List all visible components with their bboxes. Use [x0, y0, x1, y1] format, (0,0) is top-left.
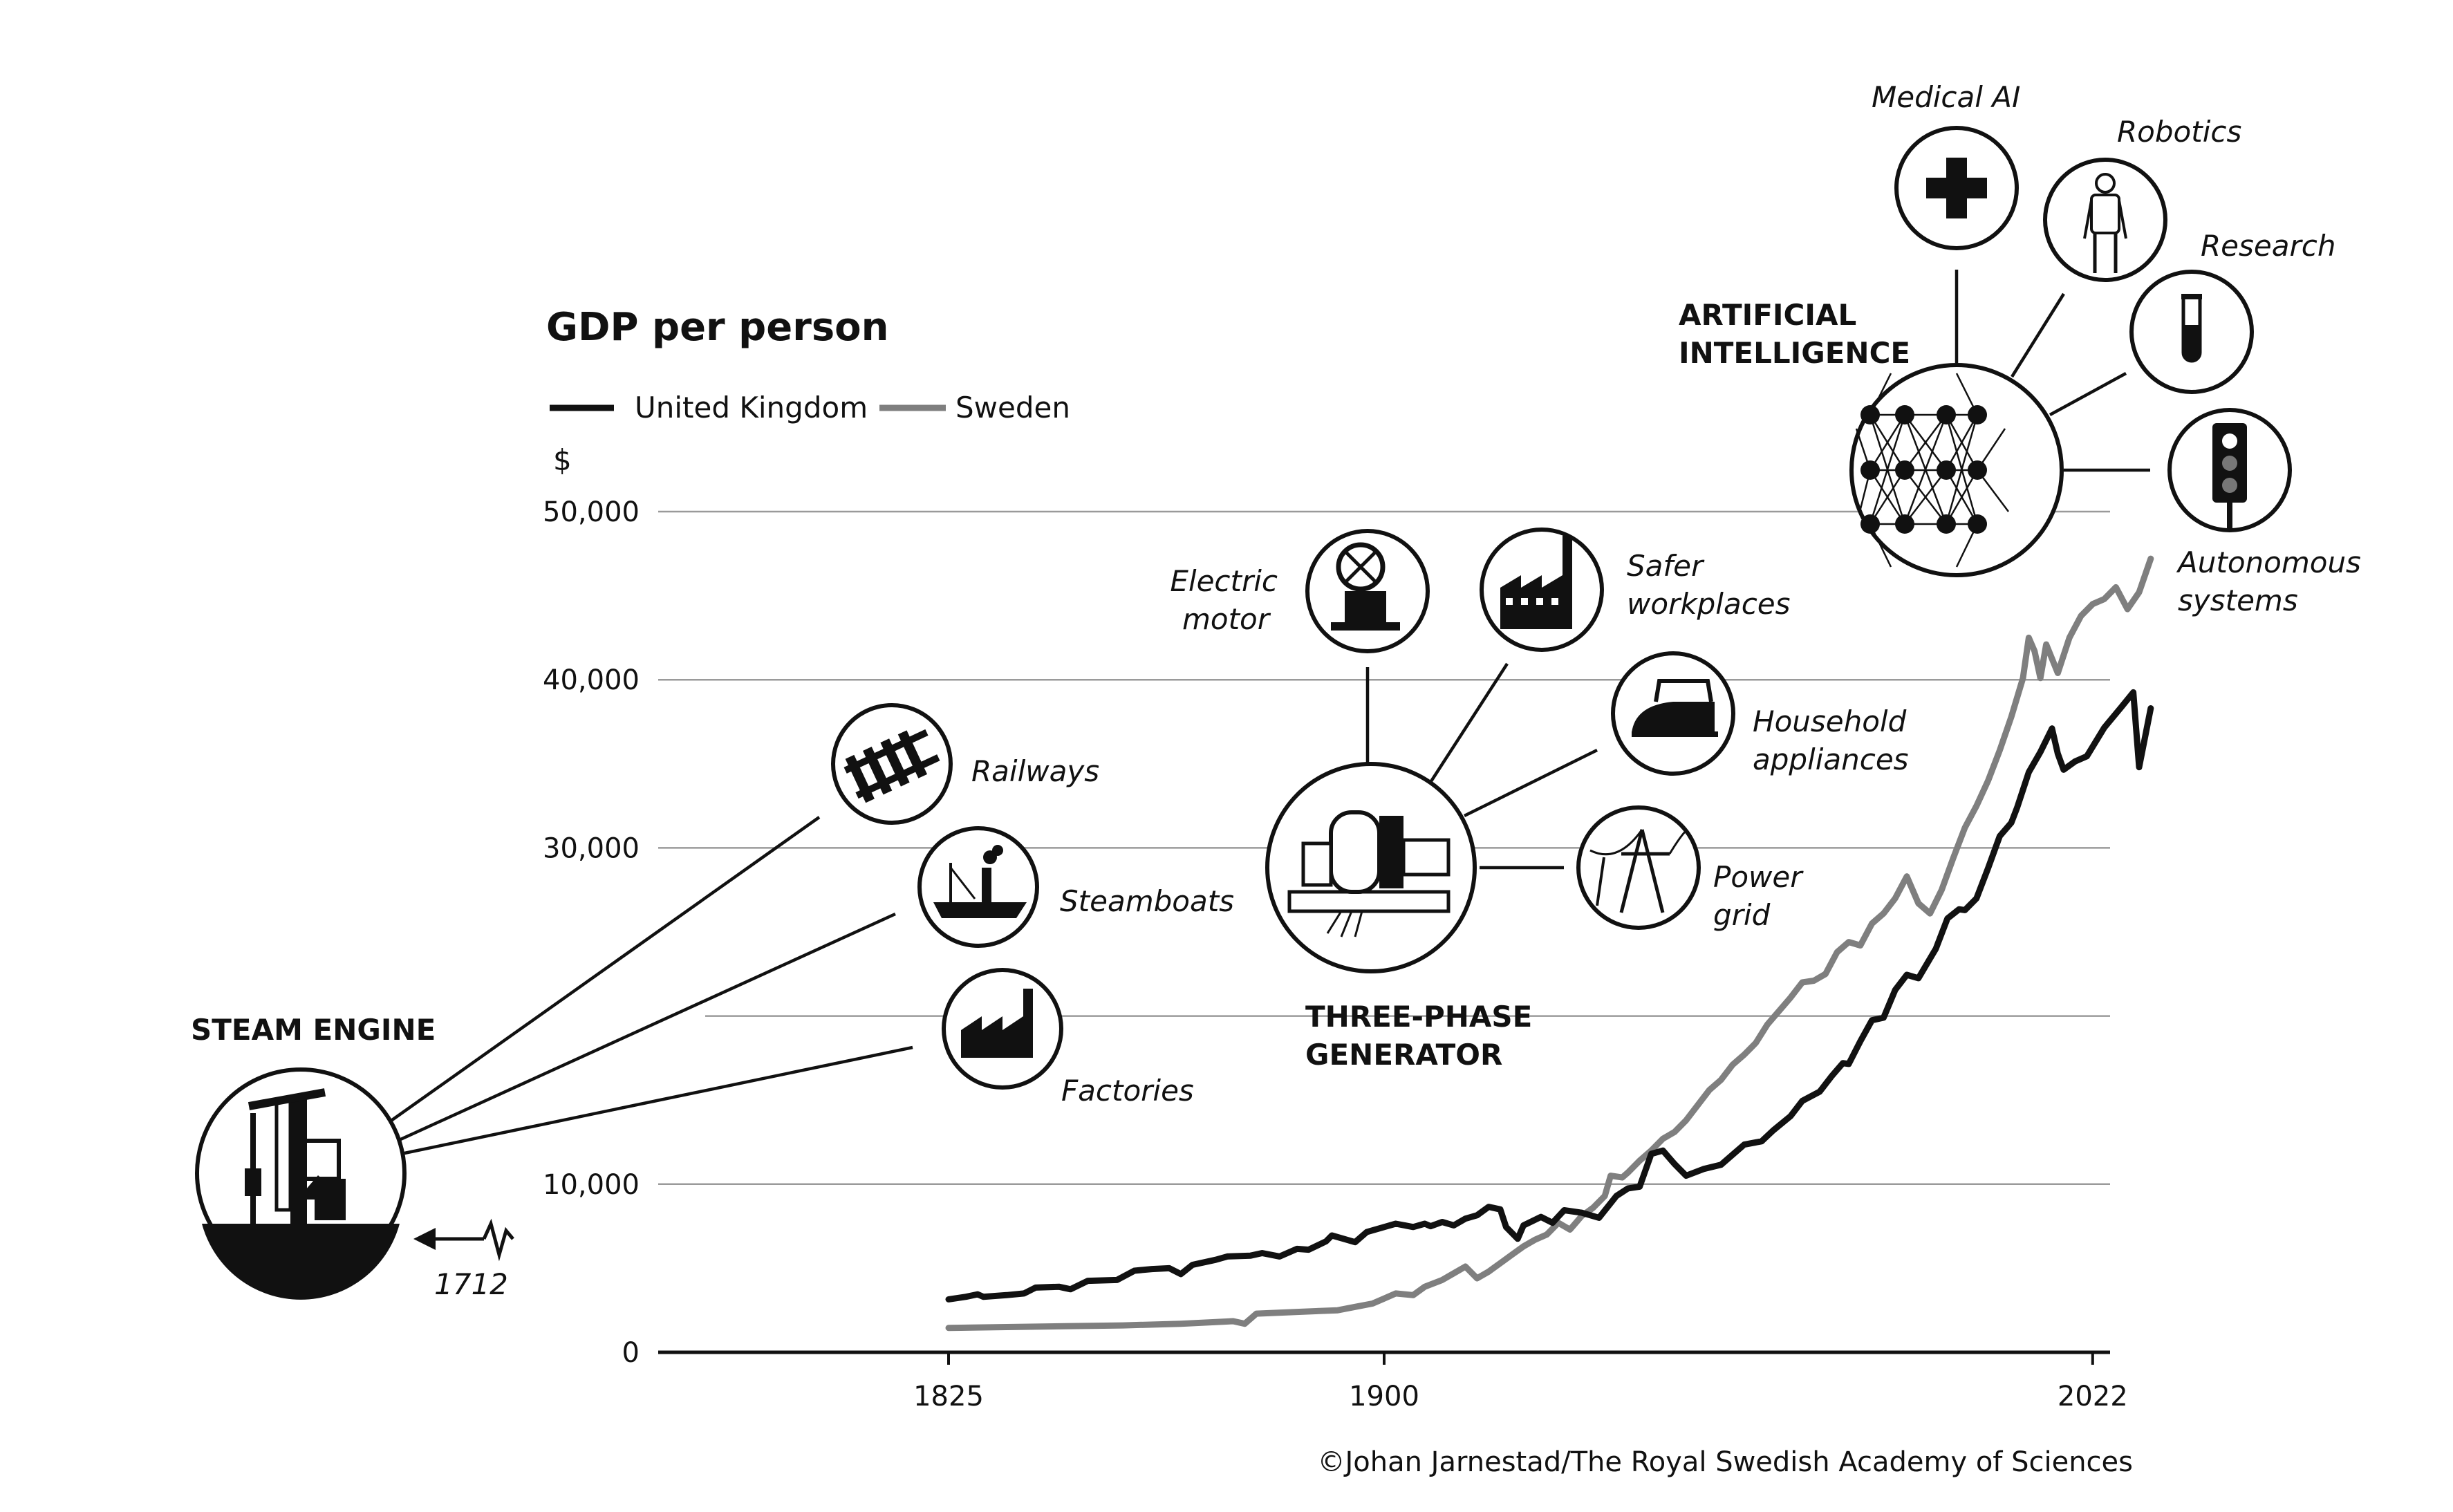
- axes: 0 10,000 30,000 40,000 50,000 1825 1900 2022: [543, 496, 2128, 1412]
- autonomous-systems-label-1: Autonomous: [2176, 545, 2361, 579]
- legend-label-sweden: Sweden: [955, 391, 1070, 424]
- series-line-sweden: [945, 555, 2154, 1332]
- arrow-to-safer-workplaces: [1430, 662, 1509, 783]
- arrow-to-household-appliances: [1464, 748, 1598, 818]
- household-appliances-label-2: appliances: [1753, 743, 1909, 776]
- safer-workplaces-label-2: workplaces: [1627, 587, 1791, 621]
- x-tick-label: 1900: [1349, 1381, 1419, 1412]
- y-tick-label: 0: [622, 1337, 640, 1369]
- power-grid-label-1: Power: [1713, 860, 1804, 894]
- ai-group: ARTIFICIAL INTELLIGENCE Medical AI Robot…: [1679, 80, 2361, 617]
- electric-motor-label-1: Electric: [1170, 564, 1278, 598]
- steam-year-label: 1712: [434, 1267, 508, 1301]
- y-axis-unit: $: [553, 443, 572, 477]
- steamboats-label: Steamboats: [1060, 884, 1234, 918]
- arrow-to-factories: [404, 1045, 913, 1155]
- power-grid-icon: [1589, 828, 1688, 913]
- neural-network-icon: [1855, 373, 2009, 568]
- iron-icon: [1632, 679, 1718, 737]
- steam-engine-label: STEAM ENGINE: [191, 1013, 436, 1047]
- generator-label-line1: THREE-PHASE: [1305, 1000, 1532, 1034]
- medical-cross-icon: [1926, 158, 1987, 218]
- railways-label: Railways: [971, 754, 1099, 788]
- robotics-label: Robotics: [2117, 115, 2241, 149]
- household-appliances-label-1: Household: [1753, 704, 1907, 738]
- x-tick-label: 1825: [913, 1381, 984, 1412]
- medical-ai-label: Medical AI: [1872, 80, 2020, 114]
- steamboat-icon: [933, 845, 1027, 918]
- arrow-to-robotics: [2011, 292, 2065, 378]
- electric-motor-icon: [1331, 542, 1400, 631]
- arrow-to-railways: [386, 816, 821, 1125]
- grid-lines: [658, 510, 2110, 1186]
- series-line-united-kingdom: [945, 689, 2154, 1303]
- safer-workplaces-icon: [1500, 536, 1572, 629]
- y-tick-label: 30,000: [543, 832, 640, 864]
- electric-motor-label-2: motor: [1182, 602, 1271, 636]
- y-tick-label: 50,000: [543, 496, 640, 528]
- safer-workplaces-label-1: Safer: [1627, 549, 1705, 583]
- power-grid-circle: [1576, 805, 1701, 930]
- ai-label-line2: INTELLIGENCE: [1679, 336, 1910, 370]
- steam-engine-group: STEAM ENGINE 1712: [191, 703, 1234, 1301]
- traffic-light-icon: [2212, 423, 2247, 529]
- steam-year-marker: [413, 1218, 514, 1262]
- series-layer: [945, 555, 2154, 1332]
- y-tick-label: 10,000: [543, 1169, 640, 1201]
- robotics-circle: [2043, 158, 2167, 282]
- power-grid-label-2: grid: [1713, 898, 1771, 932]
- steamboats-circle: [917, 826, 1039, 948]
- legend-label-uk: United Kingdom: [635, 391, 868, 424]
- factories-label: Factories: [1061, 1074, 1194, 1108]
- x-tick-label: 2022: [2058, 1381, 2128, 1412]
- steam-engine-icon: [202, 1088, 400, 1300]
- arrow-to-steamboats: [397, 912, 896, 1143]
- railways-icon: [843, 729, 940, 803]
- chart-title: GDP per person: [546, 305, 889, 350]
- robot-icon: [2083, 173, 2127, 273]
- generator-group: THREE-PHASE GENERATOR Electric motor Saf…: [1170, 528, 1909, 1072]
- research-label: Research: [2201, 229, 2335, 263]
- ai-label-line1: ARTIFICIAL: [1679, 298, 1856, 332]
- autonomous-systems-label-2: systems: [2178, 584, 2298, 617]
- y-tick-label: 40,000: [543, 664, 640, 696]
- copyright-credit: ©Johan Jarnestad/The Royal Swedish Acade…: [1317, 1446, 2133, 1478]
- generator-icon: [1287, 810, 1451, 937]
- generator-label-line2: GENERATOR: [1305, 1038, 1502, 1072]
- test-tube-icon: [2181, 294, 2202, 363]
- factory-icon: [961, 989, 1033, 1058]
- arrow-to-research: [2049, 372, 2127, 416]
